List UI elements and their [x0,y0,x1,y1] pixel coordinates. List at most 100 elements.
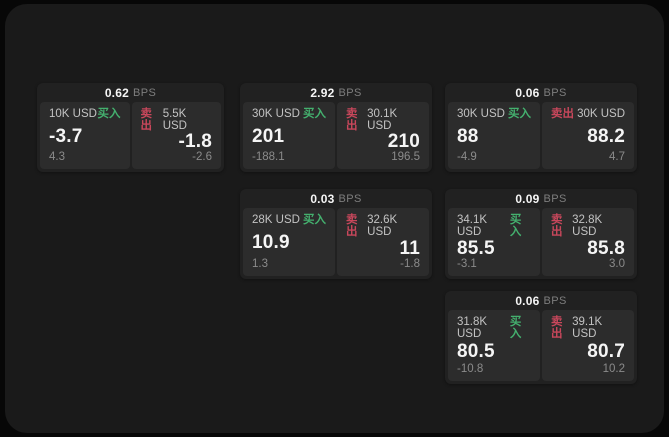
sell-quote-panel[interactable]: 卖出 5.5K USD -1.8 -2.6 [131,102,221,169]
sell-price-value: 11 [399,237,420,259]
bps-unit: BPS [132,86,157,99]
sell-size-label: 30.1K USD [367,108,398,132]
bps-value: 0.03 [310,191,335,206]
buy-meta: 30K USD 买入 [252,108,326,121]
sell-tag: 卖出 [551,316,563,340]
buy-size-label: 30K USD [252,108,300,120]
sell-quote-panel[interactable]: 卖出 32.6K USD 11 -1.8 [337,208,429,276]
sell-size-label: 32.6K USD [367,214,398,238]
buy-price-value: 10.9 [252,232,290,253]
quote-panels: 31.8K USD 买入 80.5 -10.8 卖出 39.1K USD 80.… [448,310,634,381]
buy-meta: 28K USD 买入 [252,214,326,227]
bps-value: 0.09 [515,191,540,206]
buy-sub-value: -10.8 [457,362,484,375]
buy-quote-panel[interactable]: 28K USD 买入 10.9 1.3 [243,208,335,276]
buy-tag: 买入 [509,316,522,340]
spread-header: 0.62 BPS [40,83,221,102]
buy-size-label: 10K USD [49,108,97,120]
bps-unit: BPS [543,192,567,205]
quote-panels: 10K USD 买入 -3.7 4.3 卖出 5.5K USD -1.8 -2.… [40,102,221,169]
sell-price-value: -1.8 [178,131,212,153]
buy-quote-panel[interactable]: 30K USD 买入 201 -188.1 [243,102,335,169]
spread-card: 0.03 BPS 28K USD 买入 10.9 1.3 卖出 32.6K US… [240,189,432,279]
bps-unit: BPS [543,86,567,99]
sell-price-value: 80.7 [587,341,625,363]
quote-panels: 34.1K USD 买入 85.5 -3.1 卖出 32.8K USD 85.8… [448,208,634,276]
buy-quote-panel[interactable]: 34.1K USD 买入 85.5 -3.1 [448,208,540,276]
bps-value: 0.62 [104,85,129,100]
sell-size-label: 30K USD [577,108,625,120]
quote-panels: 30K USD 买入 201 -188.1 卖出 30.1K USD 210 1… [243,102,429,169]
bps-unit: BPS [543,294,567,307]
buy-price-value: 201 [252,125,285,147]
buy-sub-value: -188.1 [252,150,285,163]
quote-panels: 30K USD 买入 88 -4.9 卖出 30K USD 88.2 4.7 [448,102,634,169]
spread-card: 2.92 BPS 30K USD 买入 201 -188.1 卖出 30.1K … [240,83,432,172]
buy-quote-panel[interactable]: 31.8K USD 买入 80.5 -10.8 [448,310,540,381]
spread-card: 0.62 BPS 10K USD 买入 -3.7 4.3 卖出 5.5K USD… [37,83,224,172]
buy-price-value: 80.5 [457,341,495,363]
buy-price-value: 88 [457,125,479,147]
spread-header: 0.06 BPS [448,83,634,102]
buy-size-label: 28K USD [252,214,300,226]
sell-meta: 卖出 39.1K USD [551,316,625,340]
sell-meta: 卖出 32.6K USD [346,214,420,238]
sell-tag: 卖出 [551,108,574,120]
quote-panels: 28K USD 买入 10.9 1.3 卖出 32.6K USD 11 -1.8 [243,208,429,276]
sell-sub-value: 196.5 [391,150,420,163]
sell-tag: 卖出 [551,214,563,238]
buy-meta: 30K USD 买入 [457,108,531,121]
buy-size-label: 34.1K USD [457,214,488,238]
buy-price-value: -3.7 [49,125,83,147]
sell-sub-value: 4.7 [609,150,625,163]
bps-value: 2.92 [310,85,335,100]
sell-sub-value: -1.8 [400,257,420,270]
buy-sub-value: -4.9 [457,150,477,163]
bps-unit: BPS [338,192,362,205]
sell-size-label: 39.1K USD [572,316,603,340]
sell-sub-value: -2.6 [192,150,212,163]
spread-header: 0.06 BPS [448,291,634,310]
sell-price-value: 210 [387,131,420,153]
buy-size-label: 31.8K USD [457,316,488,340]
buy-quote-panel[interactable]: 30K USD 买入 88 -4.9 [448,102,540,169]
buy-meta: 31.8K USD 买入 [457,316,531,340]
spread-card: 0.06 BPS 31.8K USD 买入 80.5 -10.8 卖出 39.1… [445,291,637,384]
sell-meta: 卖出 32.8K USD [551,214,625,238]
sell-meta: 卖出 30K USD [551,108,625,121]
spread-header: 0.03 BPS [243,189,429,208]
sell-quote-panel[interactable]: 卖出 30K USD 88.2 4.7 [542,102,634,169]
sell-size-label: 32.8K USD [572,214,603,238]
sell-tag: 卖出 [140,108,153,132]
bps-value: 0.06 [515,293,540,308]
buy-tag: 买入 [303,214,326,226]
spread-card: 0.09 BPS 34.1K USD 买入 85.5 -3.1 卖出 32.8K… [445,189,637,279]
bps-unit: BPS [338,86,362,99]
buy-sub-value: 4.3 [49,150,65,163]
sell-tag: 卖出 [346,214,358,238]
buy-sub-value: -3.1 [457,257,477,270]
sell-price-value: 88.2 [587,125,625,147]
sell-quote-panel[interactable]: 卖出 39.1K USD 80.7 10.2 [542,310,634,381]
buy-tag: 买入 [303,108,326,120]
bps-value: 0.06 [515,85,540,100]
sell-price-value: 85.8 [587,237,625,259]
buy-tag: 买入 [509,214,522,238]
buy-tag: 买入 [97,108,121,120]
buy-price-value: 85.5 [457,237,495,259]
sell-sub-value: 3.0 [609,257,625,270]
spread-header: 0.09 BPS [448,189,634,208]
buy-quote-panel[interactable]: 10K USD 买入 -3.7 4.3 [40,102,130,169]
buy-tag: 买入 [508,108,531,120]
sell-meta: 卖出 5.5K USD [140,108,213,132]
buy-meta: 10K USD 买入 [49,108,121,121]
spread-card: 0.06 BPS 30K USD 买入 88 -4.9 卖出 30K USD 8… [445,83,637,172]
sell-quote-panel[interactable]: 卖出 32.8K USD 85.8 3.0 [542,208,634,276]
sell-meta: 卖出 30.1K USD [346,108,420,132]
buy-sub-value: 1.3 [252,257,268,270]
sell-quote-panel[interactable]: 卖出 30.1K USD 210 196.5 [337,102,429,169]
sell-size-label: 5.5K USD [162,108,187,132]
sell-tag: 卖出 [346,108,358,132]
buy-size-label: 30K USD [457,108,505,120]
